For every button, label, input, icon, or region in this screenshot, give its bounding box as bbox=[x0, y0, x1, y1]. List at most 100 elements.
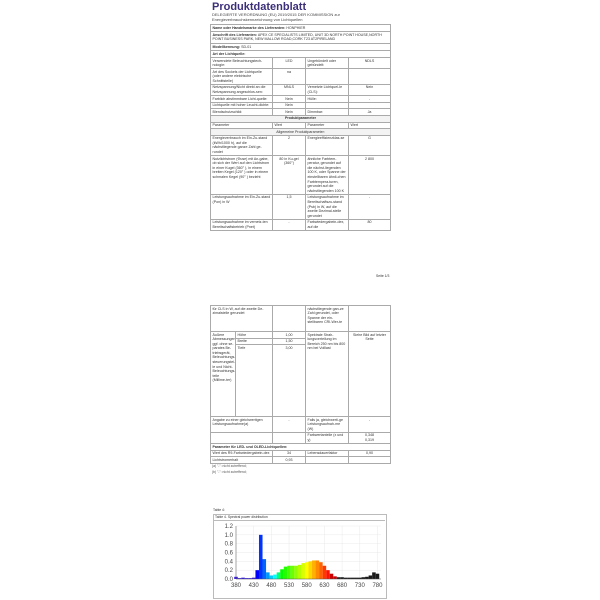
spectrum-bar bbox=[273, 574, 277, 579]
value-cell: 0,348 0,319 bbox=[348, 431, 391, 445]
y-tick-label: 0.2 bbox=[225, 568, 234, 574]
page-number: Seite 1/3 bbox=[376, 274, 390, 278]
value-cell bbox=[272, 431, 306, 445]
value-cell bbox=[348, 456, 391, 464]
y-tick-label: 0.8 bbox=[225, 542, 234, 548]
value-cell: - bbox=[272, 416, 306, 433]
spectral-value: Siehe Bild auf letzter Seite bbox=[348, 330, 391, 418]
spectrum-bar bbox=[315, 560, 320, 579]
spectrum-bar bbox=[365, 576, 369, 579]
spectrum-bar bbox=[361, 577, 366, 579]
param-cell: Farbwertanteile (x und y) bbox=[305, 431, 349, 445]
label: Name oder Handelsmarke des Lieferanten: bbox=[212, 25, 286, 30]
spectrum-bar bbox=[244, 578, 249, 579]
param-cell bbox=[305, 101, 349, 110]
spectrum-bar bbox=[326, 570, 330, 579]
table-row: Verwendete Beleuchtungstech-nologie: LED U… bbox=[210, 56, 392, 70]
param-cell: Leistungsaufnahme im vernetz-ten Bereits… bbox=[210, 218, 273, 232]
param-cell: Lebensdauerfaktor bbox=[305, 449, 349, 458]
spectrum-bar bbox=[329, 573, 334, 579]
supplier-address-row: Anschrift des Lieferanten: APEX CE SPECI… bbox=[209, 31, 392, 44]
y-tick-label: 0.4 bbox=[225, 559, 234, 565]
param-cell: Ungebündelt oder gebündelt: bbox=[305, 56, 349, 70]
spectrum-bar bbox=[294, 565, 298, 579]
product-params-heading: Produktparameter bbox=[209, 114, 392, 123]
cell: nächstliegende gan-ze Zahl gerundet, ode… bbox=[305, 305, 349, 332]
table-row: Wert des R9-Farbwiedergabein-dex 34 Lebens… bbox=[210, 449, 391, 458]
value-cell bbox=[347, 101, 392, 110]
cell: für CLS in W, auf die zweite De-zimalste… bbox=[210, 305, 273, 332]
param-cell: Energieeffizienzklas-se bbox=[305, 134, 349, 157]
spectrum-bar bbox=[354, 577, 359, 579]
value-cell: Ja bbox=[347, 108, 392, 116]
param-cell: Lichtquelle mit hoher Leucht-dichte: bbox=[210, 101, 273, 110]
dimensions-label: Äußere Abmessungen, ggf. ohne se-parates… bbox=[210, 330, 236, 418]
spectrum-bar bbox=[290, 565, 295, 579]
table-row: Leistungsaufnahme im Ein-Zu-stand (Pon) … bbox=[210, 193, 392, 220]
table-row: Netzspannung/Nicht direkt an die Netzspa… bbox=[210, 83, 392, 97]
spectrum-bar bbox=[319, 562, 323, 579]
spectrum-bar bbox=[301, 563, 305, 579]
height-label: Höhe bbox=[235, 331, 273, 339]
y-tick-label: 1.2 bbox=[225, 524, 234, 530]
spectrum-bar bbox=[375, 573, 380, 579]
spectrum-bar bbox=[368, 575, 373, 579]
x-tick-label: 780 bbox=[372, 583, 383, 589]
param-cell: Dimmbar: bbox=[305, 108, 349, 116]
value-cell: 2 bbox=[272, 134, 306, 157]
spectrum-bar bbox=[350, 577, 355, 579]
spectrum-bar bbox=[280, 569, 284, 579]
spectrum-bar bbox=[340, 577, 344, 579]
y-tick-label: 0.6 bbox=[225, 551, 234, 557]
spectrum-bar bbox=[251, 577, 256, 579]
value-cell: 0,90 bbox=[348, 449, 391, 458]
value-cell: - bbox=[347, 193, 392, 220]
x-tick-label: 680 bbox=[337, 583, 348, 589]
datasheet-table-page1: Name oder Handelsmarke des Lieferanten: … bbox=[209, 24, 392, 232]
spectrum-bar bbox=[255, 570, 259, 579]
depth-label: Tiefe bbox=[235, 344, 273, 418]
spectrum-bar bbox=[336, 577, 341, 579]
x-tick-label: 480 bbox=[266, 583, 277, 589]
x-tick-label: 530 bbox=[284, 583, 295, 589]
spectrum-bar bbox=[312, 560, 316, 579]
value-cell: - bbox=[347, 95, 392, 103]
param-cell: Vernetzte Lichtquel-le (CLS): bbox=[305, 83, 349, 97]
value-cell: 80 bbox=[347, 218, 392, 232]
spectral-label: Spektrale Strah-lungsverteilung im Berei… bbox=[305, 330, 349, 418]
spectrum-bar bbox=[283, 566, 288, 579]
value-cell: LED bbox=[272, 56, 306, 70]
chart-label: Table 4: bbox=[213, 508, 225, 512]
value-cell: - bbox=[348, 416, 391, 433]
label: Anschrift des Lieferanten: bbox=[212, 32, 258, 37]
param-cell: Lichtstromerhalt bbox=[210, 456, 273, 464]
param-cell: Wert des R9-Farbwiedergabein-dex bbox=[210, 449, 273, 458]
param-cell: Leistungsaufnahme im Ein-Zu-stand (Pon) … bbox=[210, 193, 273, 220]
param-cell: Leistungsaufnahme im Bereitschaftszu-sta… bbox=[305, 193, 349, 220]
param-cell: Verwendete Beleuchtungstech-nologie: bbox=[210, 56, 273, 70]
table-row: Farbwertanteile (x und y) 0,348 0,319 bbox=[210, 431, 391, 445]
x-tick-label: 430 bbox=[249, 583, 260, 589]
chart-frame bbox=[213, 514, 387, 599]
param-cell bbox=[305, 456, 349, 464]
x-tick-label: 380 bbox=[231, 583, 242, 589]
supplier-name-row: Name oder Handelsmarke des Lieferanten: … bbox=[209, 24, 392, 32]
table-row: Blendschutzschild: Nein Dimmbar: Ja bbox=[210, 108, 392, 116]
value-cell bbox=[347, 68, 392, 85]
cell bbox=[272, 305, 306, 332]
spectral-chart: 0.0 0.2 0.4 0.6 0.8 1.0 1.2 380 430 480 530 580 630 6… bbox=[225, 524, 383, 589]
value-cell: 0,93 bbox=[272, 456, 306, 464]
datasheet-table-page2: für CLS in W, auf die zweite De-zimalste… bbox=[210, 305, 391, 464]
col-header: Parameter bbox=[210, 121, 273, 130]
spectrum-bar bbox=[343, 577, 348, 579]
param-cell: ähnliche Farbtem-peratur, gerundet auf d… bbox=[305, 155, 349, 195]
spectrum-bar bbox=[248, 578, 252, 579]
value-cell: 80 in Ku-gel (360°) bbox=[272, 155, 306, 195]
footnote: (a) "-": nicht zutreffend; bbox=[212, 464, 247, 468]
depth-value: 3,00 bbox=[272, 344, 306, 418]
value-cell: NDLS bbox=[347, 56, 392, 70]
value-cell: Nein bbox=[272, 108, 306, 116]
x-tick-label: 730 bbox=[355, 583, 366, 589]
table-row: Energieverbrauch im Ein-Zu-stand (kWh/10… bbox=[210, 134, 392, 157]
value-cell: 1,5 bbox=[272, 193, 306, 220]
